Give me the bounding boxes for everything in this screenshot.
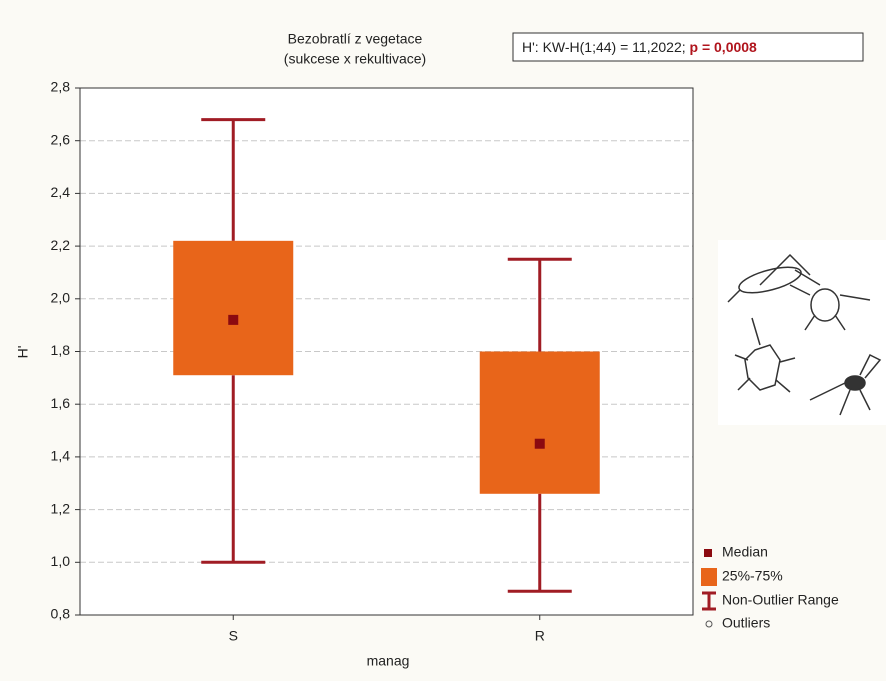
y-tick-label: 2,2 — [51, 237, 71, 253]
annotation-p: p = 0,0008 — [690, 39, 758, 55]
y-tick-label: 1,2 — [51, 500, 71, 516]
legend-label: Median — [722, 544, 768, 560]
y-tick-label: 1,6 — [51, 395, 71, 411]
y-tick-label: 0,8 — [51, 606, 71, 622]
x-axis-label: manag — [367, 653, 410, 669]
y-tick-label: 1,8 — [51, 342, 71, 358]
median — [535, 439, 545, 449]
legend-whisker-icon — [702, 593, 716, 609]
y-tick-label: 2,6 — [51, 131, 71, 147]
legend-outlier-icon — [706, 621, 712, 627]
y-tick-label: 1,0 — [51, 553, 71, 569]
chart-subtitle: (sukcese x rekultivace) — [284, 51, 426, 67]
y-axis-label: H' — [15, 346, 31, 359]
x-tick-label: S — [229, 628, 238, 644]
insect-illustration — [718, 240, 886, 425]
x-tick-label: R — [535, 628, 545, 644]
page: {"chart_data": {"type": "box", "title": … — [0, 0, 886, 681]
box — [173, 241, 293, 375]
legend-median-icon — [704, 549, 712, 557]
y-tick-label: 2,8 — [51, 79, 71, 95]
legend-label: Non-Outlier Range — [722, 592, 839, 608]
median — [228, 315, 238, 325]
y-tick-label: 1,4 — [51, 448, 71, 464]
legend-label: Outliers — [722, 615, 770, 631]
y-tick-label: 2,0 — [51, 290, 71, 306]
box — [480, 352, 600, 494]
legend-box-icon — [701, 568, 717, 586]
y-tick-label: 2,4 — [51, 184, 71, 200]
annotation: H': KW-H(1;44) = 11,2022; p = 0,0008 — [522, 39, 757, 55]
legend-label: 25%-75% — [722, 568, 783, 584]
chart: Bezobratlí z vegetace (sukcese x rekulti… — [0, 0, 886, 681]
chart-title: Bezobratlí z vegetace — [288, 31, 423, 47]
annotation-stat: H': KW-H(1;44) = 11,2022; — [522, 39, 690, 55]
